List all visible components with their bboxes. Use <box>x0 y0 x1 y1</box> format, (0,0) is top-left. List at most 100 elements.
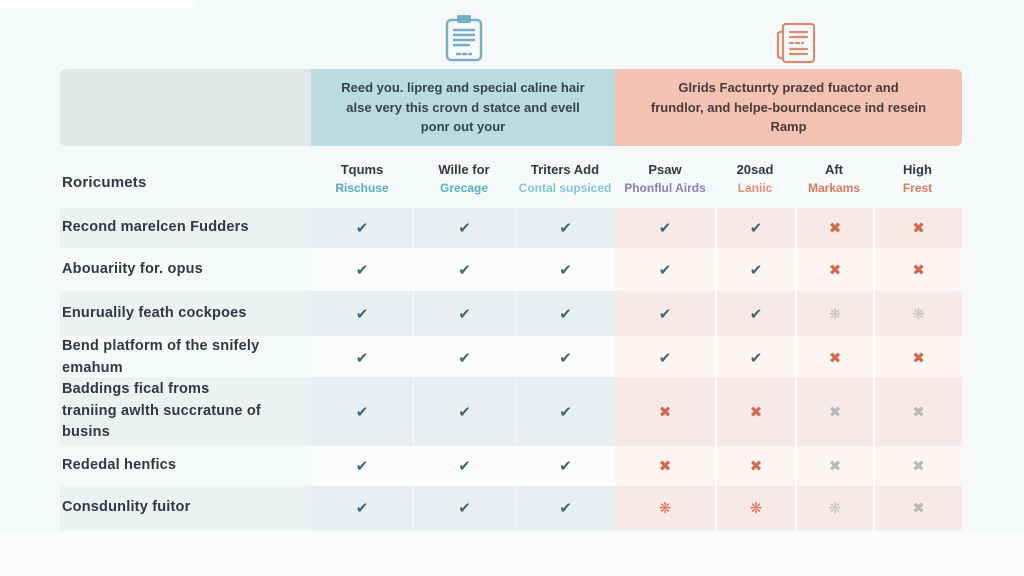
mark-cell: ❋ <box>795 486 873 530</box>
column-sublabel: Laniic <box>737 181 773 195</box>
mark-cell: ✔ <box>715 291 795 336</box>
x-icon: ✖ <box>912 261 925 279</box>
column-label: Wille for <box>438 162 490 177</box>
mark-cell: ✔ <box>413 291 515 336</box>
check-icon: ✔ <box>355 220 369 237</box>
x-icon: ✖ <box>749 403 763 421</box>
x-icon: ✖ <box>912 403 925 421</box>
group-header-left: Reed you. lipreg and special caline hair… <box>311 69 615 146</box>
mark-cell: ✔ <box>515 446 615 486</box>
mark-cell: ✖ <box>873 336 962 380</box>
check-icon: ✔ <box>559 403 572 421</box>
mark-cell: ❋ <box>873 291 962 336</box>
table-row: Consdunlity fuitor ✔ ✔ ✔ ❋ ❋ ❋ ✖ <box>60 486 962 530</box>
row-header-title: Roricumets <box>62 174 147 191</box>
mark-cell: ✖ <box>615 377 715 446</box>
x-icon: ✖ <box>828 403 842 421</box>
mark-cell: ✔ <box>413 377 515 446</box>
mark-cell: ✖ <box>795 248 873 291</box>
column-header-4: Psaw Phonflul Airds <box>615 157 715 208</box>
mark-cell: ✔ <box>515 377 615 446</box>
check-icon: ✔ <box>458 349 471 367</box>
mark-cell: ✔ <box>413 486 515 530</box>
check-icon: ✔ <box>559 500 572 517</box>
mark-cell: ✔ <box>311 336 413 380</box>
check-icon: ✔ <box>458 500 471 517</box>
mark-cell: ✔ <box>515 208 615 248</box>
check-icon: ✔ <box>658 305 672 323</box>
bottom-edge-strip <box>0 532 1024 576</box>
x-icon: ❋ <box>828 305 842 323</box>
mark-cell: ✖ <box>795 377 873 446</box>
x-icon: ❋ <box>828 500 842 517</box>
column-sublabel: Rischuse <box>335 181 389 195</box>
mark-cell: ✖ <box>715 446 795 486</box>
row-label: Baddings fical froms traniing awlth succ… <box>60 377 311 446</box>
row-label: Bend platform of the snifely emahum <box>62 338 260 376</box>
x-icon: ✖ <box>828 261 842 279</box>
column-header-5: 20sad Laniic <box>715 157 795 208</box>
check-icon: ✔ <box>355 458 369 475</box>
x-icon: ❋ <box>749 500 763 517</box>
column-header-2: Wille for Grecage <box>413 157 515 208</box>
check-icon: ✔ <box>458 305 471 323</box>
column-header-6: Aft Markams <box>795 157 873 208</box>
clipboard-icon <box>443 13 485 68</box>
mark-cell: ✔ <box>515 486 615 530</box>
column-label: Tqums <box>340 162 384 177</box>
mark-cell: ✖ <box>873 248 962 291</box>
group-header-right: Glrids Factunrty prazed fuactor and frun… <box>615 69 962 146</box>
check-icon: ✔ <box>355 305 369 323</box>
mark-cell: ✖ <box>873 377 962 446</box>
row-label: Abouariity for. opus <box>62 260 203 277</box>
check-icon: ✔ <box>658 349 672 367</box>
x-icon: ❋ <box>658 500 672 517</box>
column-label: Triters Add <box>530 162 600 177</box>
mark-cell: ✔ <box>515 336 615 380</box>
mark-cell: ✔ <box>311 486 413 530</box>
column-sublabel: Grecage <box>439 181 489 195</box>
mark-cell: ✔ <box>311 446 413 486</box>
check-icon: ✔ <box>355 349 369 367</box>
column-header-7: High Frest <box>873 157 962 208</box>
mark-cell: ✔ <box>311 248 413 291</box>
mark-cell: ✔ <box>413 446 515 486</box>
mark-cell: ✔ <box>715 336 795 380</box>
mark-cell: ✔ <box>715 248 795 291</box>
row-label: Consdunlity fuitor <box>60 486 311 530</box>
mark-cell: ✖ <box>715 377 795 446</box>
table-row: Baddings fical froms traniing awlth succ… <box>60 377 962 446</box>
mark-cell: ✔ <box>515 291 615 336</box>
check-icon: ✔ <box>559 458 572 475</box>
table-row: Rededal henfics ✔ ✔ ✔ ✖ ✖ ✖ ✖ <box>60 446 962 486</box>
mark-cell: ✔ <box>515 248 615 291</box>
mark-cell: ✔ <box>615 336 715 380</box>
column-label: 20sad <box>736 162 774 177</box>
newspaper-icon <box>773 19 819 72</box>
check-icon: ✔ <box>658 220 672 237</box>
row-label: Rededal henfics <box>62 457 177 474</box>
mark-cell: ✖ <box>615 446 715 486</box>
check-icon: ✔ <box>559 349 572 367</box>
x-icon: ✖ <box>912 349 925 367</box>
mark-cell: ✔ <box>615 248 715 291</box>
header-spacer <box>60 69 311 146</box>
column-sublabel: Phonflul Airds <box>624 181 706 195</box>
x-icon: ✖ <box>912 500 925 517</box>
mark-cell: ✔ <box>413 336 515 380</box>
x-icon: ✖ <box>912 220 925 237</box>
row-label: Recond marelcen Fudders <box>60 208 311 248</box>
group-header-band: Reed you. lipreg and special caline hair… <box>60 69 962 146</box>
check-icon: ✔ <box>458 458 471 475</box>
mark-cell: ✖ <box>873 446 962 486</box>
check-icon: ✔ <box>749 220 763 237</box>
column-sublabel: Markams <box>807 181 861 195</box>
row-label: Enurualily feath cockpoes <box>60 291 311 336</box>
mark-cell: ✔ <box>311 208 413 248</box>
table-row: Recond marelcen Fudders ✔ ✔ ✔ ✔ ✔ ✖ ✖ <box>60 208 962 248</box>
mark-cell: ✔ <box>413 208 515 248</box>
x-icon: ❋ <box>912 305 925 323</box>
mark-cell: ❋ <box>715 486 795 530</box>
mark-cell: ❋ <box>795 291 873 336</box>
mark-cell: ✖ <box>873 486 962 530</box>
